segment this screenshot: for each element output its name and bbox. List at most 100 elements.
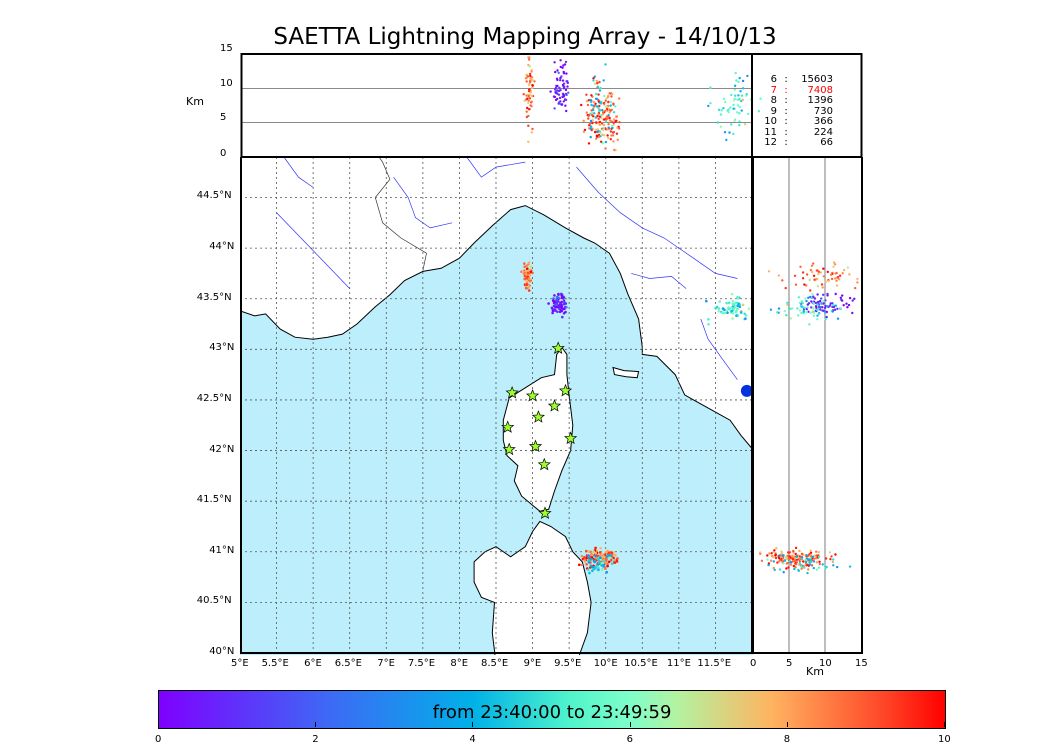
lightning-source-point — [798, 549, 801, 553]
lightning-source-point — [531, 127, 534, 131]
lightning-source-point — [609, 104, 612, 107]
lightning-source-point — [715, 305, 719, 309]
lightning-source-point — [823, 306, 827, 310]
lightning-source-point — [854, 286, 857, 290]
lightning-source-point — [564, 310, 567, 314]
lightning-source-point — [547, 302, 550, 305]
lightning-source-point — [786, 303, 789, 307]
lightning-source-point — [803, 566, 806, 569]
lightning-source-point — [722, 97, 726, 101]
side-xtick-label: 0 — [750, 658, 757, 669]
lightning-source-point — [609, 138, 612, 141]
lightning-source-point — [802, 309, 805, 313]
lightning-source-point — [792, 549, 795, 553]
lightning-source-point — [559, 305, 563, 309]
lightning-source-point — [585, 100, 589, 103]
lightning-source-point — [729, 106, 732, 109]
lightning-source-point — [780, 558, 783, 561]
lightning-source-point — [604, 99, 607, 102]
lightning-source-point — [607, 114, 610, 117]
lightning-source-point — [733, 84, 737, 87]
lightning-source-point — [530, 94, 534, 97]
station-count-row: 6: 15603 — [763, 74, 843, 86]
lightning-source-point — [800, 567, 803, 570]
lightning-source-point — [525, 110, 528, 113]
lightning-source-point — [596, 563, 600, 566]
lightning-source-point — [555, 301, 559, 304]
lightning-source-point — [815, 554, 818, 557]
colorbar-tick-mark — [158, 722, 159, 727]
lightning-source-point — [530, 69, 533, 72]
lightning-source-point — [808, 278, 811, 282]
lightning-source-point — [595, 121, 598, 124]
lightning-source-point — [529, 74, 532, 78]
lightning-source-point — [616, 126, 619, 129]
station-count-separator: : — [784, 137, 788, 148]
lightning-source-point — [549, 90, 552, 93]
lightning-source-point — [805, 564, 808, 567]
lightning-source-point — [561, 296, 565, 300]
lightning-source-point — [780, 552, 784, 555]
lightning-source-point — [741, 98, 744, 101]
lightning-source-point — [766, 558, 769, 561]
lightning-source-point — [839, 307, 843, 310]
colorbar-tick-mark — [786, 722, 788, 727]
lightning-source-point — [589, 127, 592, 130]
lightning-source-point — [824, 299, 827, 302]
lightning-source-point — [730, 123, 733, 126]
lightning-source-point — [736, 104, 740, 107]
lightning-source-point — [565, 93, 568, 97]
lightning-source-point — [602, 559, 606, 563]
lightning-source-point — [551, 311, 554, 315]
lightning-source-point — [562, 87, 566, 90]
lightning-source-point — [522, 93, 525, 96]
lightning-source-point — [815, 550, 818, 553]
lightning-source-point — [793, 556, 796, 559]
lightning-source-point — [605, 555, 608, 558]
lightning-source-point — [773, 549, 776, 552]
lightning-source-point — [797, 314, 800, 317]
lightning-source-point — [804, 297, 807, 300]
lightning-source-point — [774, 553, 777, 556]
lightning-source-point — [787, 551, 791, 554]
lightning-source-point — [529, 265, 533, 268]
lon-tick-label: 7.5°E — [407, 658, 436, 669]
lightning-source-point — [740, 109, 743, 112]
lightning-source-point — [550, 306, 554, 310]
station-marker — [505, 385, 519, 399]
lat-tick-label: 42.5°N — [196, 392, 232, 404]
lightning-source-point — [800, 552, 804, 556]
lightning-source-point — [796, 307, 799, 310]
station-count-separator: : — [784, 126, 788, 138]
station-marker — [547, 399, 562, 412]
colorbar-caption: from 23:40:00 to 23:49:59 — [432, 702, 672, 723]
lightning-source-point — [556, 310, 559, 314]
lightning-source-point — [794, 566, 797, 569]
lightning-source-point — [608, 119, 612, 122]
lightning-source-point — [816, 285, 820, 288]
lightning-source-point — [583, 560, 587, 563]
station-count-value: 15603 — [801, 74, 833, 85]
lat-tick-label: 40.5°N — [196, 595, 232, 607]
side-panel-xlabel: Km — [806, 665, 824, 678]
lightning-source-point — [738, 105, 742, 109]
lightning-source-point — [600, 553, 604, 556]
lightning-source-point — [784, 556, 787, 559]
lightning-source-point — [853, 297, 856, 300]
lightning-source-point — [604, 147, 607, 150]
station-marker — [501, 420, 515, 433]
lightning-source-point — [590, 553, 593, 557]
lightning-source-point — [809, 551, 813, 554]
lightning-source-point — [599, 546, 602, 550]
lightning-source-point — [841, 272, 844, 275]
lightning-source-point — [592, 79, 595, 82]
lightning-source-point — [597, 113, 600, 116]
colorbar-tick-label: 2 — [312, 734, 319, 745]
lightning-source-point — [527, 99, 530, 102]
lightning-source-point — [611, 126, 614, 130]
lightning-source-point — [593, 75, 596, 78]
lightning-source-point — [767, 270, 771, 273]
lightning-source-point — [822, 275, 825, 278]
lightning-source-point — [836, 276, 839, 279]
lightning-source-point — [767, 563, 770, 567]
